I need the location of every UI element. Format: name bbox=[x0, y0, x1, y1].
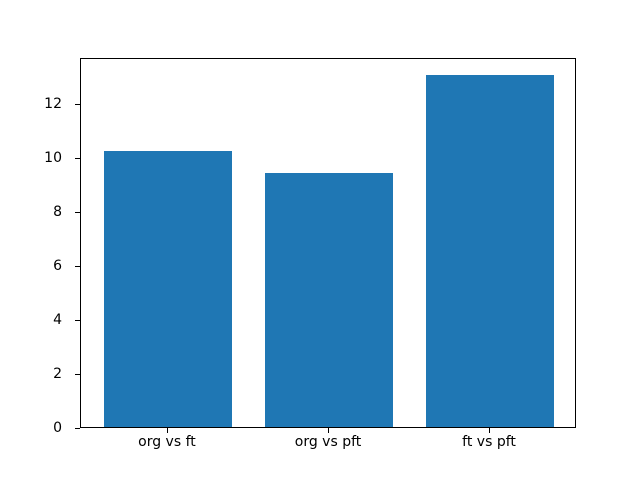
plot-area bbox=[80, 58, 576, 428]
x-tick-mark bbox=[328, 428, 329, 433]
x-tick-label: ft vs pft bbox=[462, 434, 516, 450]
y-tick-mark bbox=[75, 427, 80, 429]
y-tick-mark bbox=[75, 373, 80, 375]
x-tick-label: org vs ft bbox=[138, 434, 196, 450]
x-tick-label: org vs pft bbox=[294, 434, 362, 450]
y-tick-label: 0 bbox=[53, 420, 62, 436]
y-tick-label: 12 bbox=[44, 96, 62, 113]
x-tick-mark bbox=[166, 428, 168, 433]
y-tick-label: 4 bbox=[53, 312, 62, 329]
bar-org-vs-pft bbox=[264, 173, 394, 427]
y-tick-label: 10 bbox=[44, 150, 62, 167]
y-tick-mark bbox=[75, 157, 80, 159]
y-tick-label: 2 bbox=[53, 366, 62, 383]
bar-org-vs-ft bbox=[103, 150, 233, 427]
y-tick-mark bbox=[75, 211, 80, 213]
y-tick-mark bbox=[75, 319, 80, 321]
y-tick-mark bbox=[75, 103, 80, 105]
y-tick-label: 8 bbox=[53, 204, 62, 221]
x-tick-mark bbox=[489, 428, 491, 433]
y-tick-label: 6 bbox=[53, 258, 62, 275]
bar-ft-vs-pft bbox=[425, 74, 555, 427]
y-tick-mark bbox=[75, 265, 80, 267]
